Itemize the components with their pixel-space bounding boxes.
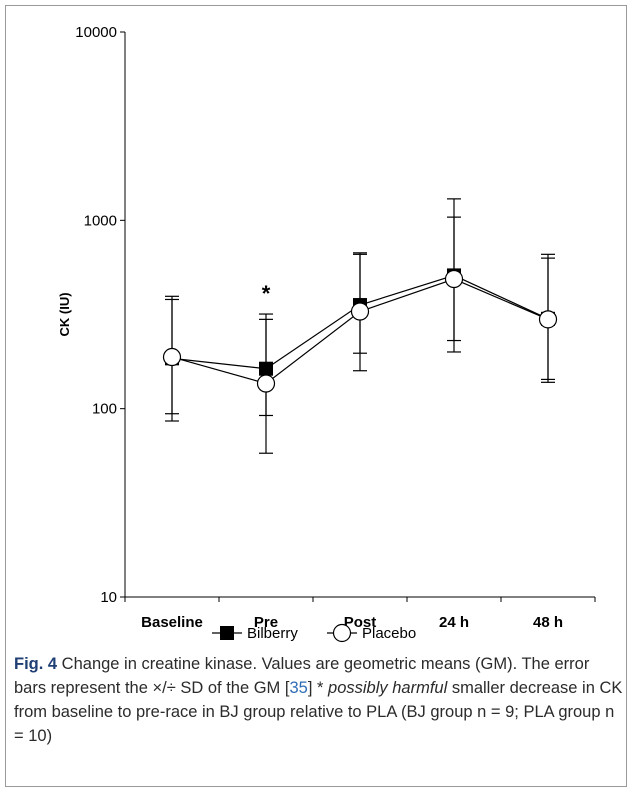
- chart-legend: Bilberry Placebo: [212, 623, 416, 643]
- significance-annotation: *: [262, 281, 271, 306]
- caption-text-2: ] *: [307, 679, 329, 697]
- figure-frame: [5, 5, 627, 787]
- ck-line-chart: 10 100 1000 10000 Baseline Pre Post 24 h 48 h CK …: [57, 24, 596, 643]
- y-tick-label: 100: [92, 401, 117, 418]
- data-point-placebo: [538, 310, 558, 329]
- x-tick-label: Post: [344, 614, 377, 631]
- data-point-placebo: [256, 374, 276, 393]
- y-tick-label: 10000: [75, 24, 117, 41]
- series-markers: [162, 268, 558, 393]
- data-point-placebo: [350, 302, 370, 321]
- legend-label-bilberry: Bilberry: [247, 625, 298, 642]
- y-axis-title: CK (IU): [57, 292, 72, 336]
- caption-text-3: smaller decrease in CK from baseline to …: [14, 679, 623, 745]
- caption-text-1: Change in creatine kinase. Values are ge…: [14, 655, 590, 697]
- chart-labels: 10 100 1000 10000 Baseline Pre Post 24 h 48 h CK …: [57, 24, 563, 631]
- y-tick-label: 1000: [84, 212, 117, 229]
- figure-caption: Fig. 4 Change in creatine kinase. Values…: [14, 652, 624, 748]
- legend-marker-bilberry: [220, 626, 234, 640]
- reference-link[interactable]: 35: [289, 679, 308, 697]
- data-point-placebo: [162, 347, 182, 367]
- chart-axes: [120, 31, 596, 602]
- y-tick-label: 10: [100, 589, 117, 606]
- data-point-placebo: [444, 269, 464, 289]
- x-tick-label: 24 h: [439, 614, 469, 631]
- legend-marker-placebo: [332, 623, 352, 643]
- caption-italic: possibly harmful: [328, 679, 448, 697]
- x-tick-label: Pre: [254, 614, 278, 631]
- data-point-bilberry: [259, 361, 273, 376]
- x-tick-label: Baseline: [141, 614, 203, 631]
- legend-label-placebo: Placebo: [362, 625, 416, 642]
- figure-label: Fig. 4: [14, 655, 58, 673]
- error-bars: [165, 198, 555, 454]
- x-tick-label: 48 h: [533, 614, 563, 631]
